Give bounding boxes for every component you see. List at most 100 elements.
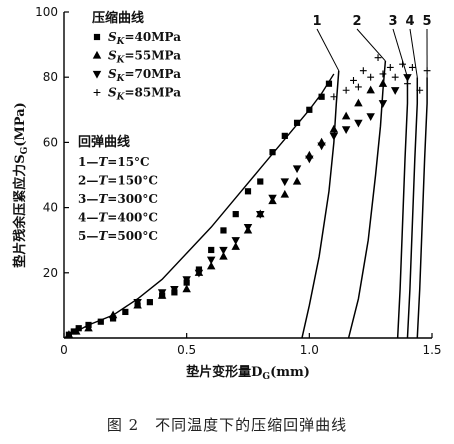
data-point-series-3 — [231, 237, 240, 245]
data-point-series-1 — [306, 106, 313, 113]
x-tick-label: 1.5 — [422, 343, 441, 357]
data-point-series-3 — [256, 211, 265, 219]
data-point-series-4 — [342, 86, 350, 94]
data-point-series-3 — [403, 74, 412, 82]
y-tick-label: 100 — [35, 5, 58, 19]
data-point-series-1 — [232, 211, 239, 218]
rebound-curve-4 — [406, 77, 419, 339]
data-point-series-3 — [133, 299, 142, 307]
data-point-series-1 — [318, 93, 325, 100]
data-point-series-3 — [354, 119, 363, 128]
x-tick-label: 0 — [60, 343, 68, 357]
data-point-series-3 — [243, 224, 253, 232]
data-point-series-2 — [354, 98, 363, 107]
data-point-series-1 — [220, 227, 227, 234]
data-point-series-4 — [367, 73, 375, 81]
data-point-series-4 — [350, 77, 357, 84]
data-point-series-1 — [244, 188, 252, 195]
data-point-series-2 — [292, 176, 302, 185]
x-tick-label: 1.0 — [300, 343, 319, 357]
data-point-series-2 — [182, 284, 191, 293]
legend-rebound-2: 2—T=150°C — [78, 174, 158, 188]
rebound-curve-1 — [301, 70, 340, 339]
data-point-series-1 — [257, 178, 264, 185]
y-tick-label: 20 — [43, 266, 58, 280]
x-tick-label: 0.5 — [177, 343, 196, 357]
rebound-curve-3 — [396, 77, 409, 339]
data-point-series-3 — [366, 113, 375, 121]
legend-marker-2 — [92, 50, 102, 59]
rebound-leader-1 — [316, 28, 340, 71]
y-axis-label: 垫片残余压紧应力SG(MPa) — [12, 102, 30, 268]
rebound-curve-5 — [416, 77, 428, 339]
data-point-series-2 — [378, 79, 388, 87]
data-point-series-2 — [206, 261, 216, 270]
legend-marker-3 — [92, 70, 102, 79]
data-point-series-2 — [341, 111, 351, 120]
legend-compress-title: 压缩曲线 — [92, 10, 144, 26]
data-point-series-4 — [359, 67, 367, 75]
rebound-curve-label-5: 5 — [422, 14, 431, 29]
legend-series-4: SK=85MPa — [108, 86, 181, 103]
data-point-series-3 — [268, 194, 277, 203]
legend-rebound-3: 3—T=300°C — [78, 192, 158, 206]
rebound-curve-label-4: 4 — [405, 14, 414, 29]
data-point-series-2 — [366, 85, 375, 94]
data-point-series-4 — [330, 93, 338, 101]
rebound-leader-4 — [409, 28, 418, 78]
legend-rebound-1: 1—T=15°C — [78, 155, 150, 169]
legend-series-2: SK=55MPa — [108, 49, 181, 66]
data-point-series-2 — [64, 330, 74, 338]
data-point-series-2 — [108, 310, 118, 319]
data-point-series-1 — [281, 132, 288, 139]
data-point-series-2 — [280, 189, 290, 198]
data-point-series-3 — [170, 286, 179, 294]
y-tick-label: 40 — [43, 201, 58, 215]
data-point-series-1 — [122, 308, 129, 316]
data-point-series-3 — [390, 87, 400, 95]
data-point-series-3 — [206, 256, 216, 265]
data-point-series-3 — [317, 142, 326, 151]
data-points — [64, 54, 431, 338]
data-point-series-4 — [355, 83, 362, 91]
y-tick-label: 80 — [43, 70, 58, 84]
data-point-series-3 — [280, 178, 290, 187]
data-point-series-4 — [416, 86, 424, 94]
data-point-series-4 — [404, 80, 411, 88]
legend-marker-4 — [93, 89, 101, 96]
data-point-series-4 — [391, 73, 399, 81]
data-point-series-2 — [219, 251, 228, 260]
data-point-series-4 — [408, 64, 416, 71]
data-point-series-3 — [292, 165, 302, 174]
data-point-series-2 — [231, 242, 240, 250]
y-tick-label: 60 — [43, 135, 58, 149]
figure-caption: 图 2 不同温度下的压缩回弹曲线 — [106, 416, 348, 434]
legend-marker-1 — [93, 33, 101, 41]
rebound-curve-2 — [347, 60, 387, 339]
data-point-series-3 — [341, 126, 351, 134]
data-point-series-1 — [293, 119, 301, 126]
data-point-series-4 — [374, 54, 382, 62]
data-point-series-2 — [329, 124, 339, 133]
legend-rebound-5: 5—T=500°C — [78, 229, 158, 243]
rebound-curve-label-3: 3 — [388, 14, 397, 29]
legend-rebound-title: 回弹曲线 — [78, 134, 130, 150]
data-point-series-4 — [379, 70, 387, 78]
data-point-series-3 — [378, 100, 388, 108]
legend-rebound-4: 4—T=400°C — [78, 211, 158, 225]
axes: 0 0.5 1.0 1.5 20 40 60 80 100 垫片变形量DG(mm) 垫片残余压紧应力… — [12, 5, 442, 382]
data-point-series-3 — [305, 155, 314, 164]
legend-series-3: SK=70MPa — [108, 67, 181, 84]
data-point-series-4 — [386, 64, 394, 71]
data-point-series-1 — [325, 80, 333, 87]
rebound-leader-2 — [356, 28, 386, 62]
data-point-series-3 — [329, 132, 339, 141]
rebound-leader-3 — [392, 28, 408, 78]
data-point-series-3 — [219, 246, 228, 255]
data-point-series-3 — [157, 289, 167, 297]
data-point-series-1 — [208, 246, 215, 254]
rebound-curve-label-1: 1 — [312, 14, 321, 29]
data-point-series-4 — [423, 67, 431, 75]
